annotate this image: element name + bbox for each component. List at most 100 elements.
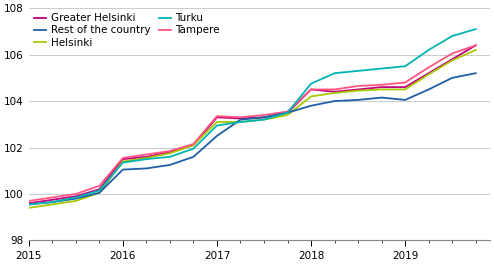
Greater Helsinki xyxy=(26,202,32,205)
Greater Helsinki xyxy=(238,117,244,120)
Helsinki xyxy=(285,113,290,117)
Helsinki xyxy=(73,199,79,202)
Greater Helsinki xyxy=(191,144,197,147)
Turku xyxy=(379,67,385,70)
Turku xyxy=(49,201,55,204)
Tampere xyxy=(143,153,149,156)
Turku xyxy=(402,65,408,68)
Tampere xyxy=(449,52,455,55)
Rest of the country xyxy=(473,72,479,75)
Turku xyxy=(449,34,455,38)
Turku xyxy=(214,124,220,127)
Rest of the country xyxy=(167,163,173,166)
Turku xyxy=(73,196,79,199)
Rest of the country xyxy=(379,96,385,99)
Rest of the country xyxy=(355,98,361,101)
Turku xyxy=(96,189,102,192)
Helsinki xyxy=(120,160,126,163)
Tampere xyxy=(167,149,173,153)
Greater Helsinki xyxy=(285,111,290,114)
Tampere xyxy=(426,66,432,69)
Turku xyxy=(120,161,126,164)
Turku xyxy=(426,48,432,52)
Tampere xyxy=(26,199,32,202)
Tampere xyxy=(96,184,102,187)
Rest of the country xyxy=(402,98,408,101)
Helsinki xyxy=(308,95,314,98)
Helsinki xyxy=(49,203,55,206)
Helsinki xyxy=(191,144,197,147)
Tampere xyxy=(191,143,197,146)
Legend: Greater Helsinki, Rest of the country, Helsinki, Turku, Tampere: Greater Helsinki, Rest of the country, H… xyxy=(34,13,220,47)
Tampere xyxy=(214,114,220,118)
Turku xyxy=(143,157,149,161)
Rest of the country xyxy=(49,201,55,204)
Greater Helsinki xyxy=(426,72,432,75)
Greater Helsinki xyxy=(331,90,337,93)
Tampere xyxy=(238,116,244,119)
Tampere xyxy=(473,44,479,47)
Turku xyxy=(167,155,173,158)
Greater Helsinki xyxy=(143,155,149,158)
Rest of the country xyxy=(449,76,455,80)
Turku xyxy=(331,72,337,75)
Turku xyxy=(238,120,244,123)
Tampere xyxy=(120,156,126,160)
Helsinki xyxy=(473,48,479,52)
Rest of the country xyxy=(191,155,197,158)
Greater Helsinki xyxy=(473,44,479,47)
Greater Helsinki xyxy=(120,157,126,161)
Tampere xyxy=(73,192,79,196)
Tampere xyxy=(355,84,361,87)
Helsinki xyxy=(143,156,149,160)
Helsinki xyxy=(26,206,32,210)
Rest of the country xyxy=(214,134,220,138)
Turku xyxy=(473,28,479,31)
Helsinki xyxy=(238,120,244,123)
Greater Helsinki xyxy=(49,198,55,201)
Tampere xyxy=(379,83,385,86)
Helsinki xyxy=(449,59,455,62)
Helsinki xyxy=(426,73,432,76)
Line: Helsinki: Helsinki xyxy=(29,50,476,208)
Tampere xyxy=(49,196,55,199)
Helsinki xyxy=(355,89,361,92)
Rest of the country xyxy=(238,118,244,121)
Line: Turku: Turku xyxy=(29,29,476,204)
Greater Helsinki xyxy=(402,86,408,89)
Turku xyxy=(308,82,314,85)
Greater Helsinki xyxy=(449,58,455,61)
Turku xyxy=(191,147,197,150)
Greater Helsinki xyxy=(167,151,173,154)
Greater Helsinki xyxy=(214,116,220,119)
Helsinki xyxy=(214,120,220,123)
Tampere xyxy=(261,113,267,117)
Rest of the country xyxy=(426,88,432,91)
Rest of the country xyxy=(285,111,290,114)
Line: Tampere: Tampere xyxy=(29,45,476,201)
Rest of the country xyxy=(73,197,79,200)
Greater Helsinki xyxy=(379,86,385,89)
Greater Helsinki xyxy=(73,195,79,198)
Helsinki xyxy=(167,152,173,155)
Tampere xyxy=(402,81,408,84)
Greater Helsinki xyxy=(308,88,314,91)
Greater Helsinki xyxy=(355,88,361,91)
Greater Helsinki xyxy=(96,188,102,191)
Tampere xyxy=(285,110,290,113)
Turku xyxy=(355,69,361,72)
Rest of the country xyxy=(120,168,126,171)
Tampere xyxy=(331,88,337,91)
Rest of the country xyxy=(26,203,32,206)
Line: Greater Helsinki: Greater Helsinki xyxy=(29,45,476,203)
Helsinki xyxy=(96,191,102,195)
Rest of the country xyxy=(261,116,267,119)
Rest of the country xyxy=(308,104,314,107)
Tampere xyxy=(308,88,314,91)
Turku xyxy=(26,203,32,206)
Turku xyxy=(285,111,290,114)
Greater Helsinki xyxy=(261,116,267,119)
Helsinki xyxy=(379,88,385,91)
Rest of the country xyxy=(331,99,337,103)
Helsinki xyxy=(402,88,408,91)
